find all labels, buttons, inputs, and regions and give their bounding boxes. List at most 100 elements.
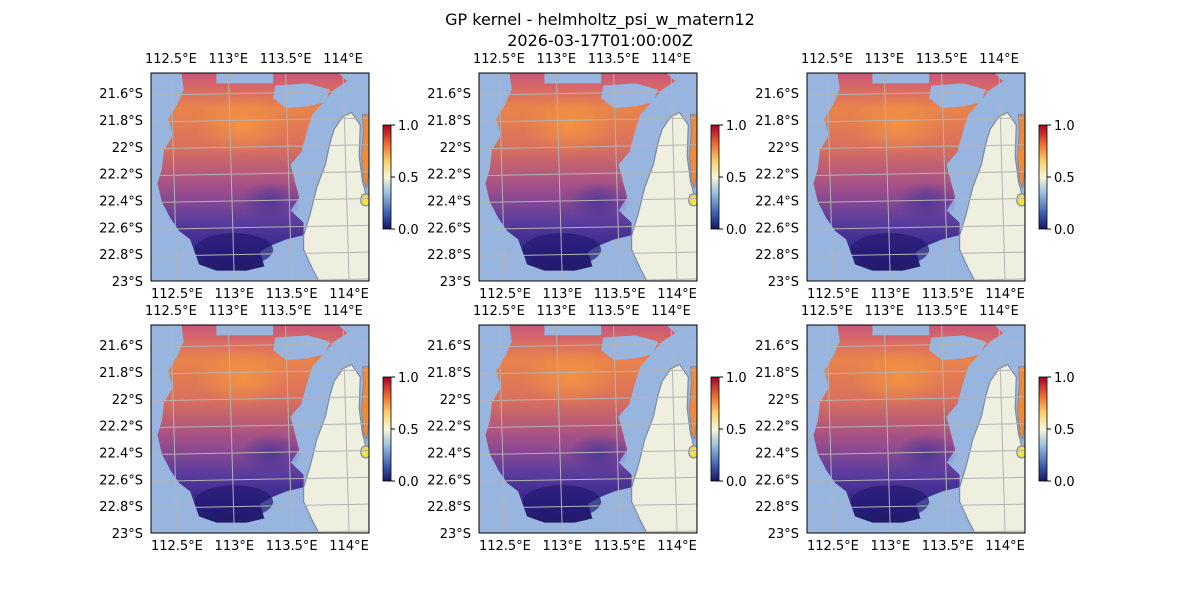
grid-line <box>151 90 369 96</box>
x-tick-label: 113°E <box>871 539 911 554</box>
x-tick-label: 114°E <box>323 304 363 319</box>
grid-line <box>151 449 369 455</box>
y-tick-label: 22.4°S <box>427 194 471 209</box>
grid-line <box>613 325 621 533</box>
y-tick-label: 21.8°S <box>427 366 471 381</box>
x-tick-label: 112.5°E <box>151 539 203 554</box>
y-tick-label: 22.2°S <box>99 420 143 435</box>
coastal-strip <box>360 114 369 190</box>
grid-line <box>826 73 834 281</box>
map-area <box>807 73 1025 281</box>
y-tick-label: 21.6°S <box>427 339 471 354</box>
colorbar-scale <box>382 124 392 230</box>
colorbar-tick-label: 0.5 <box>1054 423 1075 438</box>
grid-line <box>807 117 1025 123</box>
grid-line <box>479 117 697 123</box>
y-tick-label: 22.8°S <box>427 248 471 263</box>
map-panel-6: 112.5°E 112.5°E 113°E 113°E 113.5°E 113.5°E 11… <box>755 304 1074 554</box>
y-tick-label: 22.2°S <box>755 168 799 183</box>
grid-line <box>560 530 697 533</box>
y-tick-label: 22.4°S <box>755 194 799 209</box>
x-tick-label: 113.5°E <box>588 52 640 67</box>
y-tick-label: 21.8°S <box>99 366 143 381</box>
grid-line <box>998 325 1006 533</box>
y-tick-label: 22.8°S <box>755 500 799 515</box>
y-tick-label: 22.6°S <box>427 473 471 488</box>
grid-line <box>998 73 1006 281</box>
x-tick-label: 113.5°E <box>916 52 968 67</box>
grid-line <box>807 423 1025 429</box>
grid-line <box>151 342 369 348</box>
grid-line <box>807 171 1025 177</box>
colorbar: 0.0 0.5 1.0 <box>710 119 747 238</box>
grid-line <box>342 325 350 533</box>
colorbar-tick-label: 0.5 <box>398 423 419 438</box>
land <box>303 363 369 533</box>
grid-line <box>151 197 369 203</box>
grid-line <box>479 423 697 429</box>
colorbar-tick-label: 0.0 <box>398 223 419 238</box>
grid-line <box>151 224 369 230</box>
grid-line <box>941 325 949 533</box>
figure-title: GP kernel - helmholtz_psi_w_matern12 <box>445 10 755 29</box>
grid-line <box>883 73 891 281</box>
y-tick-label: 21.6°S <box>755 339 799 354</box>
colorbar-tick-label: 0.5 <box>726 423 747 438</box>
y-tick-label: 22.4°S <box>99 446 143 461</box>
grid-line <box>479 396 697 402</box>
x-tick-label: 112.5°E <box>807 539 859 554</box>
colorbar-tick-label: 0.0 <box>1054 475 1075 490</box>
grid-line <box>151 396 369 402</box>
panel-frame <box>478 324 698 534</box>
x-tick-label: 113°E <box>543 287 583 302</box>
x-tick-label: 113°E <box>871 287 911 302</box>
x-tick-label: 113°E <box>537 304 577 319</box>
map-area <box>151 73 369 281</box>
map-panel-2: 112.5°E 112.5°E 113°E 113°E 113.5°E 113.5°E 11… <box>427 52 746 302</box>
grid-line <box>170 325 178 533</box>
x-tick-label: 114°E <box>651 304 691 319</box>
y-tick-label: 22°S <box>440 141 471 156</box>
x-tick-label: 113°E <box>209 52 249 67</box>
island <box>1016 445 1025 459</box>
panel-frame <box>150 324 370 534</box>
grid-line <box>479 449 697 455</box>
field-high-region <box>194 347 291 407</box>
coastal-strip <box>688 366 697 442</box>
x-tick-label: 114°E <box>657 287 697 302</box>
colorbar-scale <box>710 376 720 482</box>
grid-line <box>151 171 369 177</box>
y-tick-label: 23°S <box>440 527 471 542</box>
grid-line <box>613 73 621 281</box>
grid-line <box>807 503 1025 509</box>
x-tick-label: 112.5°E <box>145 304 197 319</box>
x-tick-label: 114°E <box>985 539 1025 554</box>
field-high-region <box>850 95 947 155</box>
panel-frame <box>806 324 1026 534</box>
grid-line <box>807 251 1025 257</box>
field-low-region <box>240 433 302 475</box>
x-tick-label: 112.5°E <box>479 539 531 554</box>
field-low-region <box>896 433 958 475</box>
grid-line <box>670 73 678 281</box>
x-tick-label: 113.5°E <box>594 287 646 302</box>
y-tick-label: 22.4°S <box>99 194 143 209</box>
y-tick-label: 21.8°S <box>755 114 799 129</box>
grid-line <box>151 144 369 150</box>
grid-line <box>151 117 369 123</box>
coastal-strip <box>360 366 369 442</box>
land <box>303 111 369 281</box>
grid-line <box>555 325 563 533</box>
y-tick-label: 22.6°S <box>755 221 799 236</box>
y-tick-label: 22°S <box>768 141 799 156</box>
grid-line <box>151 476 369 482</box>
grid-line <box>479 90 697 96</box>
panel-frame <box>150 72 370 282</box>
ocean-inlet <box>601 83 658 109</box>
y-tick-label: 22.8°S <box>99 500 143 515</box>
grid-line <box>807 476 1025 482</box>
grid-line <box>342 73 350 281</box>
x-tick-label: 114°E <box>979 52 1019 67</box>
grid-line <box>807 369 1025 375</box>
